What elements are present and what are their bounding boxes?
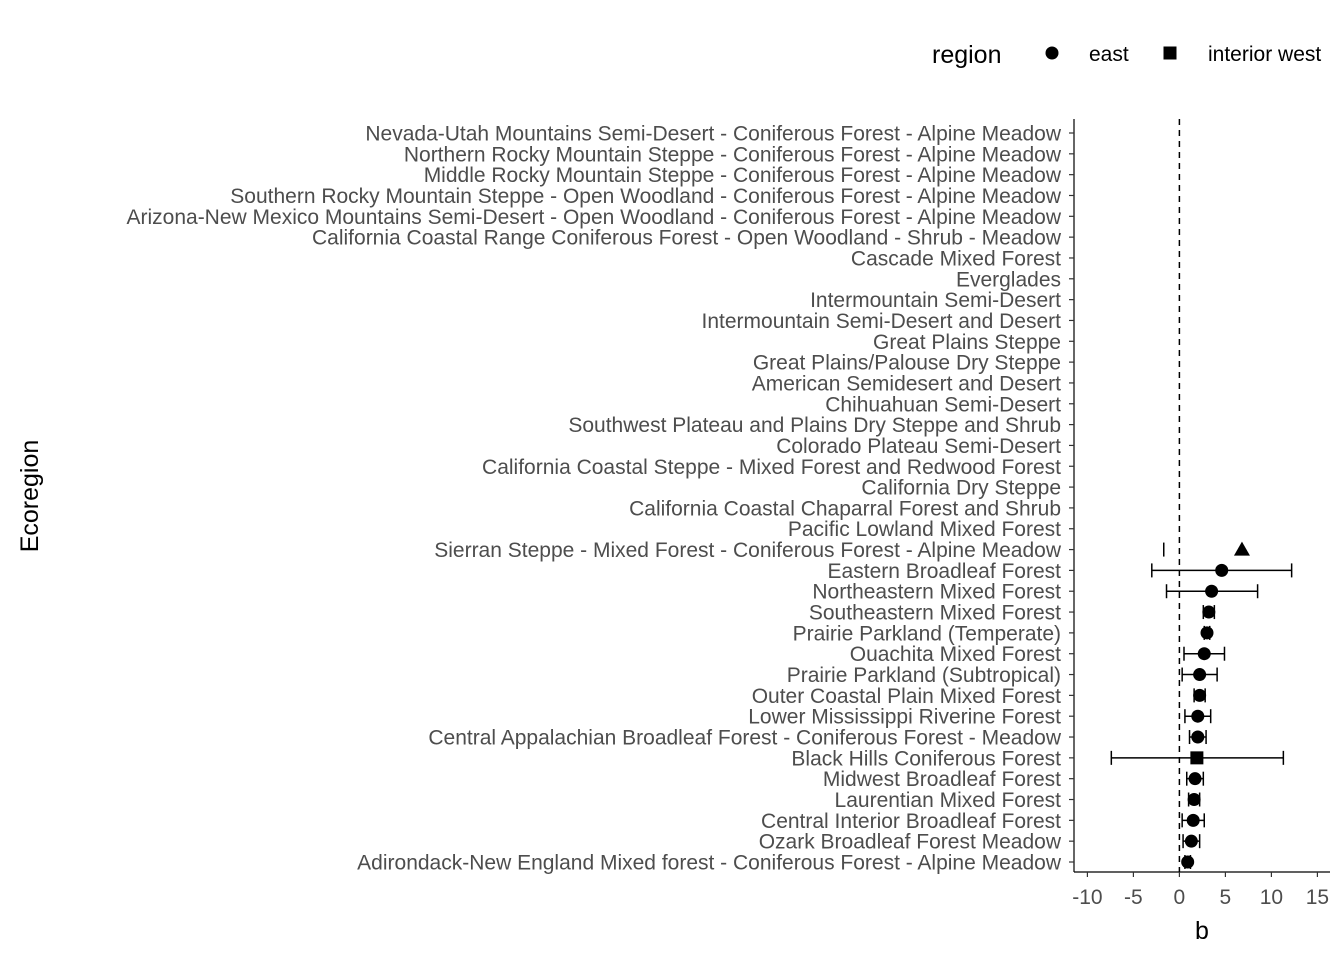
y-tick-label: California Coastal Chaparral Forest and … [629, 497, 1061, 520]
y-tick-label: Central Interior Broadleaf Forest [761, 810, 1061, 833]
x-tick-label: 10 [1260, 886, 1283, 909]
x-axis: -10 -5 0 5 10 15 [1072, 871, 1330, 909]
point-black-hills-coniferous-forest [1110, 750, 1285, 765]
y-tick-label: Cascade Mixed Forest [851, 247, 1061, 270]
y-tick-label: Intermountain Semi-Desert and Desert [702, 310, 1062, 333]
y-tick-label: Prairie Parkland (Subtropical) [787, 664, 1061, 687]
point-eastern-broadleaf-forest [1151, 563, 1293, 578]
y-tick-label: California Coastal Range Coniferous Fore… [312, 227, 1062, 250]
estimate-marker [1191, 730, 1205, 744]
y-tick-label: Laurentian Mixed Forest [835, 789, 1062, 812]
point-sierran-steppe-mixed-forest-coniferous-forest-alpine-meadow [1163, 541, 1250, 557]
y-tick-label: Middle Rocky Mountain Steppe - Coniferou… [424, 164, 1062, 187]
y-tick-label: Midwest Broadleaf Forest [823, 768, 1061, 791]
y-tick-label: Arizona-New Mexico Mountains Semi-Desert… [126, 206, 1061, 229]
y-tick-label: Colorado Plateau Semi-Desert [776, 435, 1061, 458]
point-midwest-broadleaf-forest [1186, 771, 1205, 786]
estimate-marker [1202, 605, 1216, 619]
y-tick-label: Ozark Broadleaf Forest Meadow [759, 831, 1062, 854]
estimate-marker [1233, 541, 1250, 556]
point-lower-mississippi-riverine-forest [1184, 709, 1212, 724]
y-tick-label: Southwest Plateau and Plains Dry Steppe … [568, 414, 1061, 437]
y-tick-label: Great Plains/Palouse Dry Steppe [753, 352, 1061, 375]
legend-circle-icon [1045, 46, 1059, 60]
y-axis: Nevada-Utah Mountains Semi-Desert - Coni… [126, 119, 1075, 875]
estimate-marker [1184, 834, 1198, 848]
y-tick-label: Outer Coastal Plain Mixed Forest [752, 685, 1061, 708]
legend: region east interior west [932, 41, 1321, 69]
y-tick-label: Northeastern Mixed Forest [812, 581, 1061, 604]
estimate-marker [1187, 793, 1201, 807]
x-tick-label: 15 [1306, 886, 1329, 909]
estimate-marker [1193, 688, 1207, 702]
y-tick-label: Great Plains Steppe [873, 331, 1061, 354]
plot-area [1110, 119, 1293, 872]
y-tick-label: California Coastal Steppe - Mixed Forest… [482, 456, 1061, 479]
y-tick-label: Ouachita Mixed Forest [850, 643, 1061, 666]
point-ozark-broadleaf-forest-meadow [1182, 834, 1201, 849]
point-southeastern-mixed-forest [1202, 605, 1216, 620]
y-tick-label: Black Hills Coniferous Forest [791, 747, 1061, 770]
x-tick-label: 0 [1174, 886, 1186, 909]
estimate-marker [1215, 563, 1229, 577]
y-tick-label: American Semidesert and Desert [752, 372, 1061, 395]
y-axis-title: Ecoregion [16, 440, 44, 553]
legend-square-icon [1163, 46, 1177, 60]
y-tick-label: Prairie Parkland (Temperate) [793, 622, 1061, 645]
y-tick-label: Northern Rocky Mountain Steppe - Conifer… [404, 143, 1062, 166]
estimate-marker [1197, 647, 1211, 661]
estimate-marker [1186, 813, 1200, 827]
y-tick-label: Southeastern Mixed Forest [809, 602, 1061, 625]
estimate-marker [1190, 751, 1204, 765]
y-tick-label: California Dry Steppe [861, 477, 1061, 500]
legend-label: interior west [1208, 43, 1321, 66]
legend-item-east: east [1045, 43, 1129, 66]
y-tick-label: Nevada-Utah Mountains Semi-Desert - Coni… [365, 123, 1061, 146]
y-tick-label: Lower Mississippi Riverine Forest [748, 706, 1061, 729]
x-tick-label: -10 [1072, 886, 1102, 909]
y-tick-label: Eastern Broadleaf Forest [828, 560, 1062, 583]
y-tick-label: Everglades [956, 268, 1061, 291]
y-tick-label: Chihuahuan Semi-Desert [825, 393, 1061, 416]
point-central-interior-broadleaf-forest [1181, 813, 1205, 828]
y-tick-label: Southern Rocky Mountain Steppe - Open Wo… [230, 185, 1062, 208]
estimate-marker [1200, 626, 1214, 640]
point-laurentian-mixed-forest [1187, 792, 1201, 807]
estimate-marker [1181, 855, 1195, 869]
estimate-marker [1193, 668, 1207, 682]
y-tick-label: Sierran Steppe - Mixed Forest - Conifero… [434, 539, 1062, 562]
y-tick-label: Pacific Lowland Mixed Forest [788, 518, 1061, 541]
legend-label: east [1089, 43, 1129, 66]
y-tick-label: Intermountain Semi-Desert [810, 289, 1061, 312]
estimate-marker [1191, 709, 1205, 723]
point-ouachita-mixed-forest [1183, 646, 1226, 661]
legend-item-interior-west: interior west [1163, 43, 1321, 66]
point-adirondack-new-england-mixed-forest-coniferous-forest-alpine-meadow [1181, 855, 1195, 869]
point-central-appalachian-broadleaf-forest-coniferous-forest-meadow [1188, 730, 1207, 745]
point-northeastern-mixed-forest [1165, 584, 1259, 599]
point-outer-coastal-plain-mixed-forest [1193, 688, 1207, 703]
estimate-marker [1205, 584, 1219, 598]
point-prairie-parkland-temperate [1200, 625, 1214, 640]
y-tick-label: Adirondack-New England Mixed forest - Co… [357, 852, 1062, 875]
x-axis-title: b [1195, 917, 1209, 945]
estimate-marker [1188, 772, 1202, 786]
x-tick-label: -5 [1124, 886, 1143, 909]
x-tick-label: 5 [1220, 886, 1232, 909]
y-tick-label: Central Appalachian Broadleaf Forest - C… [428, 727, 1061, 750]
point-prairie-parkland-subtropical [1181, 667, 1218, 682]
legend-title: region [932, 41, 1002, 69]
